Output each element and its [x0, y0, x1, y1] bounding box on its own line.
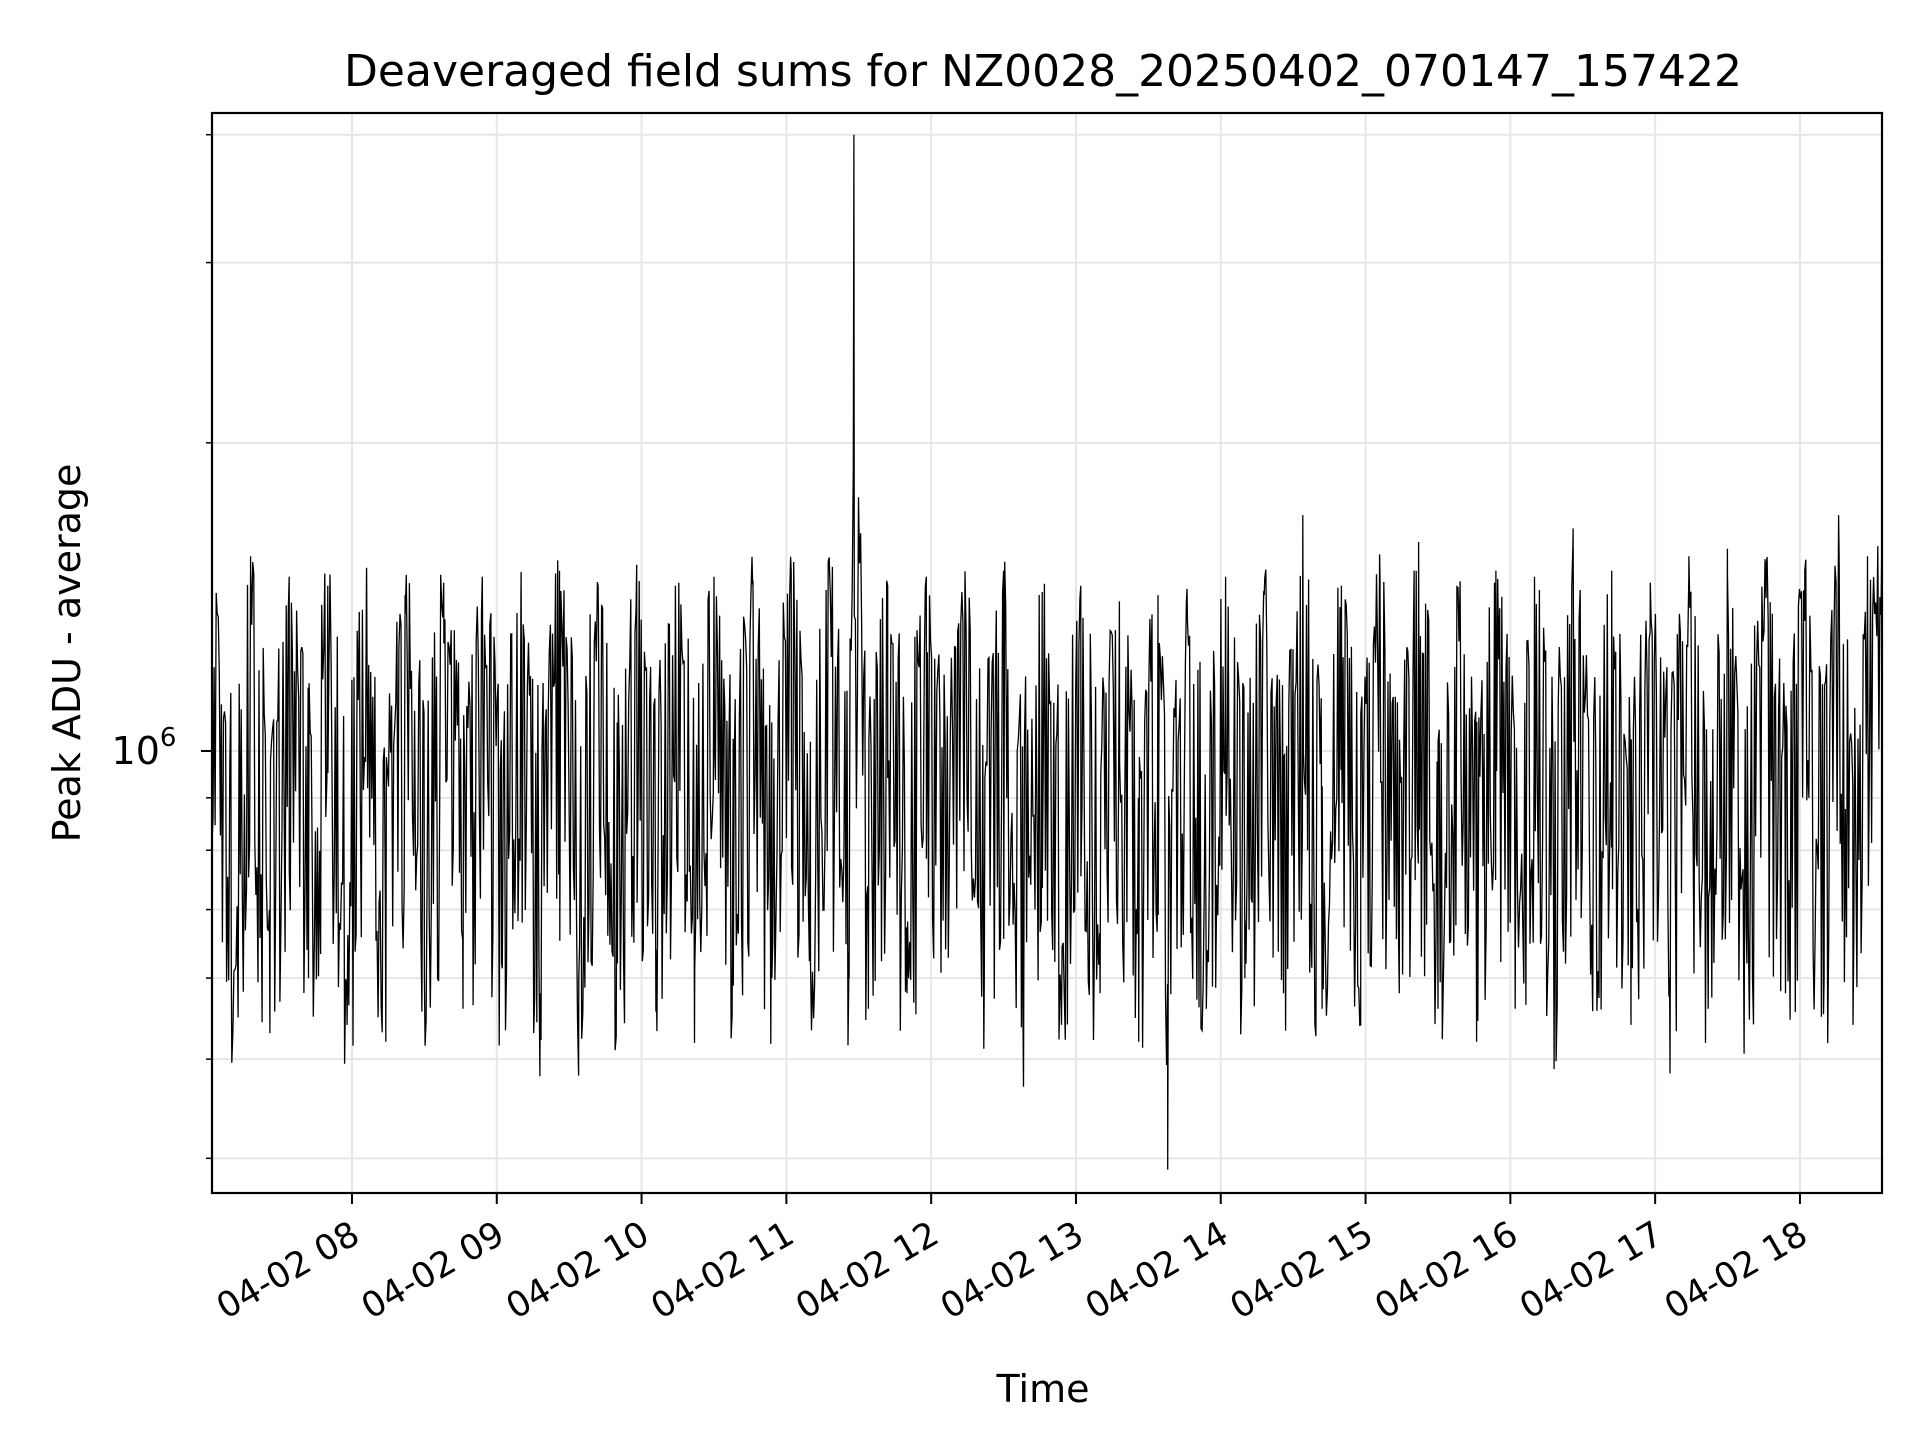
series-line — [211, 134, 1883, 1170]
y-axis: 106 — [112, 133, 212, 1160]
x-tick-label: 04-02 11 — [645, 1214, 801, 1327]
x-tick-label: 04-02 10 — [500, 1214, 656, 1327]
x-tick-label: 04-02 17 — [1513, 1214, 1669, 1327]
grid — [212, 113, 1882, 1193]
x-axis-label: Time — [996, 1367, 1090, 1411]
plot-frame — [210, 111, 1884, 1195]
x-tick-label: 04-02 12 — [789, 1214, 945, 1327]
x-tick-label: 04-02 16 — [1369, 1214, 1525, 1327]
y-axis-label: Peak ADU - average — [45, 464, 89, 843]
x-tick-label: 04-02 09 — [355, 1214, 511, 1327]
x-tick-label: 04-02 13 — [934, 1214, 1090, 1327]
data-line — [211, 134, 1883, 1170]
x-tick-label: 04-02 14 — [1079, 1214, 1235, 1327]
x-tick-label: 04-02 08 — [210, 1214, 366, 1327]
x-tick-label: 04-02 15 — [1224, 1214, 1380, 1327]
chart-title: Deaveraged field sums for NZ0028_2025040… — [344, 46, 1742, 97]
y-tick-label: 106 — [112, 723, 177, 773]
x-tick-label: 04-02 18 — [1658, 1214, 1814, 1327]
